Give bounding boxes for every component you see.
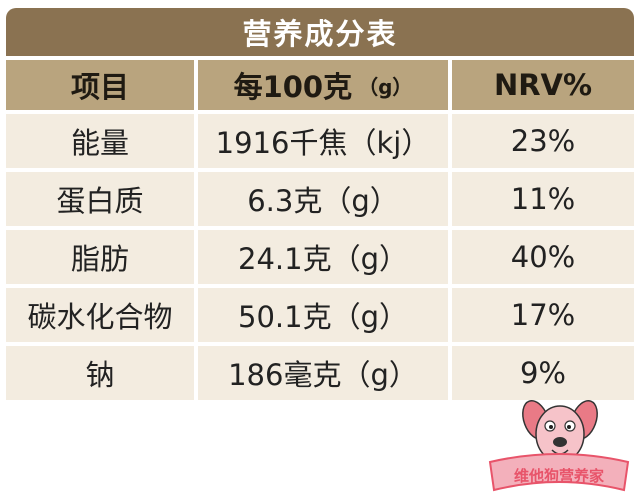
cell-amount: 186毫克（g） [198, 346, 448, 400]
cell-nrv: 23% [452, 114, 634, 168]
table-row: 钠 186毫克（g） 9% [6, 346, 634, 400]
cell-nrv: 40% [452, 230, 634, 284]
cell-amount: 1916千焦（kj） [198, 114, 448, 168]
table-row: 能量 1916千焦（kj） 23% [6, 114, 634, 168]
table-row: 碳水化合物 50.1克（g） 17% [6, 288, 634, 342]
cell-item: 钠 [6, 346, 194, 400]
header-per-100g: 每100克 （g） [198, 60, 448, 110]
cell-amount: 6.3克（g） [198, 172, 448, 226]
table-row: 蛋白质 6.3克（g） 11% [6, 172, 634, 226]
cell-item: 蛋白质 [6, 172, 194, 226]
cell-item: 碳水化合物 [6, 288, 194, 342]
table-row: 脂肪 24.1克（g） 40% [6, 230, 634, 284]
cell-amount: 50.1克（g） [198, 288, 448, 342]
logo-text: 维他狗营养家 [514, 467, 604, 485]
table-title: 营养成分表 [6, 8, 634, 56]
nutrition-table: 营养成分表 项目 每100克 （g） NRV% 能量 1916千焦（kj） 23%… [6, 8, 634, 400]
logo-banner-shape [488, 453, 630, 492]
cell-nrv: 9% [452, 346, 634, 400]
header-row: 项目 每100克 （g） NRV% [6, 60, 634, 110]
dog-mascot-logo: 维他狗营养家 [488, 400, 630, 492]
cell-nrv: 11% [452, 172, 634, 226]
header-per-100g-label: 每100克 [233, 70, 353, 104]
cell-item: 脂肪 [6, 230, 194, 284]
header-item: 项目 [6, 60, 194, 110]
header-unit: （g） [358, 74, 413, 99]
cell-amount: 24.1克（g） [198, 230, 448, 284]
header-nrv: NRV% [452, 60, 634, 110]
cell-nrv: 17% [452, 288, 634, 342]
cell-item: 能量 [6, 114, 194, 168]
